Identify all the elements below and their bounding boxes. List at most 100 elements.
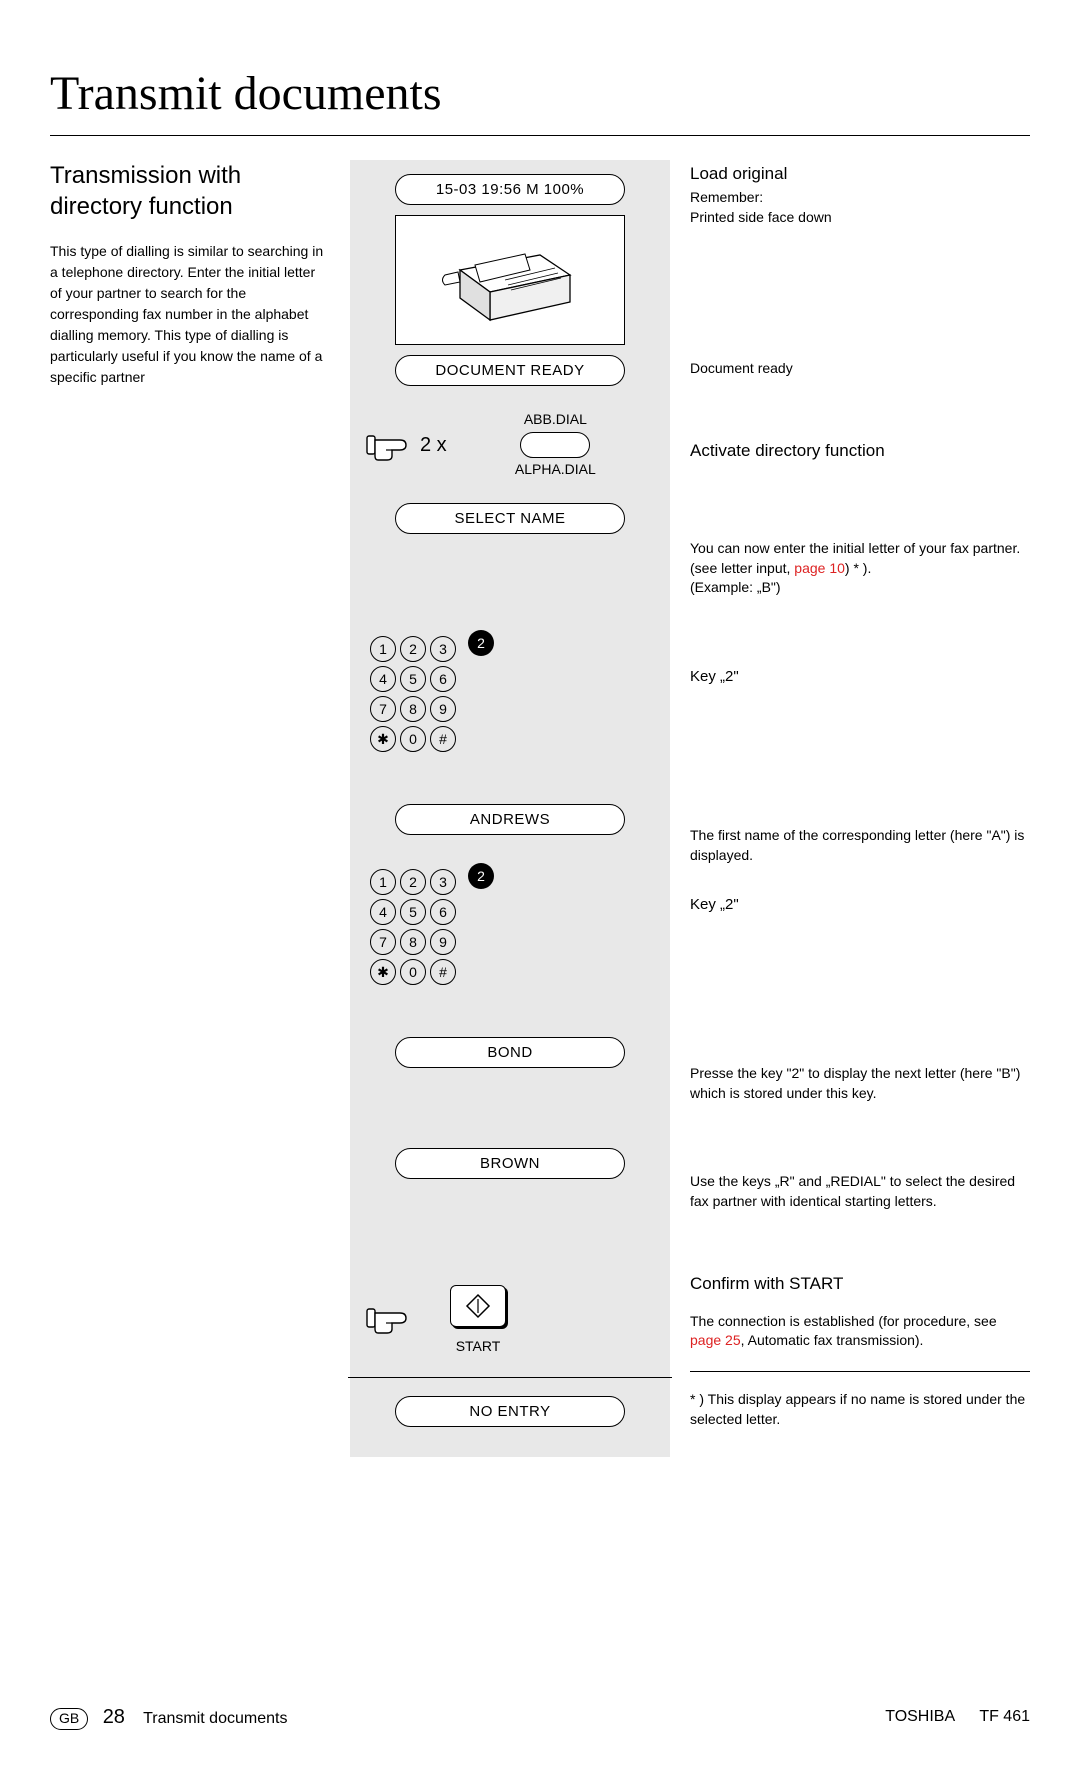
footnote-text: * ) This display appears if no name is s… [690,1390,1030,1429]
note-line: Document ready [690,359,1030,379]
lcd-bond: BOND [395,1037,625,1068]
note-key2-a: Key „2" [690,666,1030,706]
page-number: 28 [103,1706,125,1728]
note-line: (see letter input, page 10) * ). [690,559,1030,579]
key-5: 5 [400,666,426,692]
note-line: (Example: „B") [690,578,1030,598]
key-4: 4 [370,899,396,925]
key-star: ✱ [370,726,396,752]
lcd-datetime: 15-03 19:56 M 100% [395,174,625,205]
lcd-andrews: ANDREWS [395,804,625,835]
keypad-grid: 1 2 3 4 5 6 7 8 9 ✱ 0 # [370,636,456,752]
keypad-grid: 1 2 3 4 5 6 7 8 9 ✱ 0 # [370,869,456,985]
start-button: START [450,1285,506,1357]
fax-illustration [395,215,625,345]
footer-model: TF 461 [979,1708,1030,1725]
alpha-dial-label: ALPHA.DIAL [515,460,596,480]
note-line: Remember: [690,188,1030,208]
key-3: 3 [430,869,456,895]
title-rule [50,135,1030,136]
key-7: 7 [370,696,396,722]
dial-button: ABB.DIAL ALPHA.DIAL [515,410,596,479]
start-label: START [450,1337,506,1357]
key-1: 1 [370,636,396,662]
note-use-keys: Use the keys „R" and „REDIAL" to select … [690,1172,1030,1212]
key-8: 8 [400,696,426,722]
lcd-select-name: SELECT NAME [395,503,625,534]
page-title: Transmit documents [50,60,1030,127]
key-7: 7 [370,929,396,955]
step-activate-dial: 2 x ABB.DIAL ALPHA.DIAL [366,400,654,489]
key-2: 2 [400,869,426,895]
key-hash: # [430,726,456,752]
content-grid: Transmission with directory function Thi… [50,160,1030,1457]
fax-machine-icon [430,230,590,330]
note-line: Key „2" [690,666,1030,687]
lcd-document-ready: DOCUMENT READY [395,355,625,386]
key-3: 3 [430,636,456,662]
separator-rule [690,1371,1030,1372]
pressed-key-indicator: 2 [468,630,494,656]
note-first-name: The first name of the corresponding lett… [690,826,1030,866]
note-line: Presse the key "2" to display the next l… [690,1064,1030,1103]
key-0: 0 [400,726,426,752]
note-confirm-start: Confirm with START The connection is est… [690,1272,1030,1351]
key-hash: # [430,959,456,985]
key-9: 9 [430,929,456,955]
intro-paragraph: This type of dialling is similar to sear… [50,241,330,388]
note-enter-letter: You can now enter the initial letter of … [690,539,1030,598]
pressed-key-indicator: 2 [468,863,494,889]
note-press-key2: Presse the key "2" to display the next l… [690,1064,1030,1104]
note-heading: Confirm with START [690,1272,1030,1296]
key-8: 8 [400,929,426,955]
dial-key-oval [520,432,590,458]
lcd-brown: BROWN [395,1148,625,1179]
note-line: Use the keys „R" and „REDIAL" to select … [690,1172,1030,1211]
note-line: Key „2" [690,894,1030,915]
page-reference: page 10 [794,560,845,576]
section-subheading: Transmission with directory function [50,160,330,222]
text-fragment: The connection is established (for proce… [690,1313,997,1329]
key-6: 6 [430,899,456,925]
keypad-step-1: 1 2 3 4 5 6 7 8 9 ✱ 0 # 2 [366,630,654,758]
keypad-step-2: 1 2 3 4 5 6 7 8 9 ✱ 0 # 2 [366,863,654,991]
pointing-hand-icon [366,428,410,462]
text-fragment: , Automatic fax transmission). [741,1332,924,1348]
separator-rule [348,1377,672,1378]
note-line: You can now enter the initial letter of … [690,539,1030,559]
abb-dial-label: ABB.DIAL [515,410,596,430]
manual-page: Transmit documents Transmission with dir… [0,0,1080,1773]
footer-right: TOSHIBA TF 461 [885,1706,1030,1728]
note-load-original: Load original Remember: Printed side fac… [690,162,1030,227]
pointing-hand-icon [366,1301,410,1335]
footer-brand: TOSHIBA [885,1708,955,1725]
key-2: 2 [400,636,426,662]
key-9: 9 [430,696,456,722]
lcd-no-entry: NO ENTRY [395,1396,625,1427]
note-line: The connection is established (for proce… [690,1312,1030,1351]
note-heading: Activate directory function [690,439,1030,463]
key-1: 1 [370,869,396,895]
note-footnote: * ) This display appears if no name is s… [690,1390,1030,1430]
explanation-column: Load original Remember: Printed side fac… [690,160,1030,1457]
key-0: 0 [400,959,426,985]
footer-section-title: Transmit documents [143,1710,287,1727]
footer-left: GB 28 Transmit documents [50,1703,287,1731]
note-activate: Activate directory function [690,439,1030,479]
page-footer: GB 28 Transmit documents TOSHIBA TF 461 [50,1703,1030,1731]
text-fragment: ) * ). [845,560,871,576]
left-column: Transmission with directory function Thi… [50,160,330,1457]
key-5: 5 [400,899,426,925]
note-key2-b: Key „2" [690,894,1030,934]
start-diamond-icon [464,1292,492,1320]
step-confirm-start: START [366,1273,654,1363]
text-fragment: (see letter input, [690,560,794,576]
procedure-column: 15-03 19:56 M 100% DOCUMENT READY [350,160,670,1457]
language-badge: GB [50,1708,88,1730]
note-doc-ready: Document ready [690,359,1030,399]
key-6: 6 [430,666,456,692]
note-line: Printed side face down [690,208,1030,228]
page-reference: page 25 [690,1332,741,1348]
key-4: 4 [370,666,396,692]
key-star: ✱ [370,959,396,985]
